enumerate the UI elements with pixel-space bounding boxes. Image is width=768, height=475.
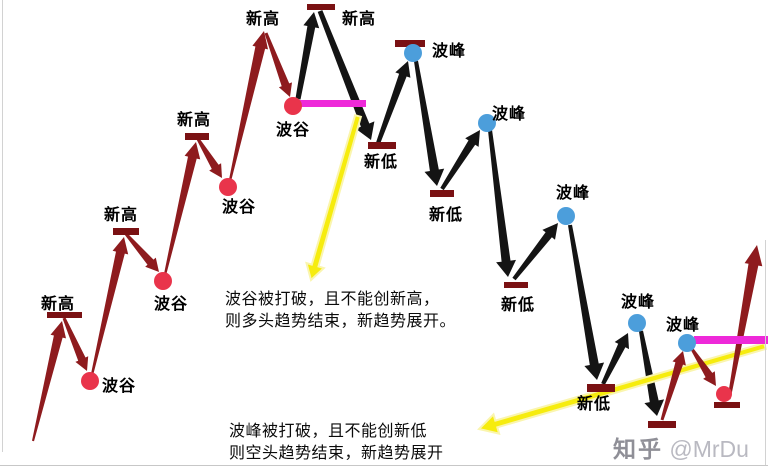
pullback-2-icon (124, 233, 159, 272)
frame-border-right (765, 240, 766, 466)
peak-dot (404, 44, 422, 62)
up-leg-1-icon (32, 321, 66, 442)
bear-note-line-1: 波峰被打破，且不能创新低 (229, 423, 428, 440)
point-label: 波谷 (102, 378, 137, 395)
rally-arrow-2-icon (440, 130, 480, 191)
breakdown-arrow-2-icon (414, 60, 445, 187)
breakdown-arrow-3-icon (488, 129, 516, 277)
high-tick-3 (185, 133, 209, 140)
rally-arrow-3-icon (512, 223, 558, 281)
point-label: 波峰 (666, 317, 701, 334)
point-label: 新低 (364, 154, 399, 171)
trough-dot (716, 386, 732, 402)
point-label: 波谷 (276, 122, 311, 139)
up-leg-2-icon (90, 237, 129, 380)
pullback-1-icon (62, 317, 89, 371)
point-label: 波峰 (556, 185, 591, 202)
peak-dot (678, 334, 696, 352)
breakdown-arrow-5-icon (639, 330, 665, 416)
trough-dot (154, 272, 172, 290)
low-tick-3 (504, 282, 528, 288)
point-label: 波峰 (621, 294, 656, 311)
watermark-brand: 知乎 (613, 436, 663, 462)
trough-level-line (288, 100, 366, 107)
rally-arrow-4-icon (601, 333, 629, 385)
point-label: 波峰 (432, 43, 467, 60)
point-label: 波谷 (154, 296, 189, 313)
pullback-4-icon (264, 32, 292, 97)
up-leg-4-icon (228, 31, 268, 186)
point-label: 新低 (501, 297, 536, 314)
low-tick-4 (587, 384, 615, 392)
breakdown-arrow-1-icon (317, 10, 375, 140)
bear-note-line-2: 则空头趋势结束，新趋势展开 (229, 445, 444, 462)
high-tick-4 (307, 4, 335, 10)
bull-note-line-2: 则多头趋势结束，新趋势展开。 (225, 313, 457, 330)
peak-dot (478, 114, 496, 132)
watermark-user: @MrDu (669, 436, 749, 462)
trough-dot (219, 178, 237, 196)
high-tick-1 (47, 312, 82, 318)
trough-dot (81, 372, 99, 390)
peak-level-line (694, 336, 768, 344)
pullback-3-icon (196, 138, 222, 178)
low-tick-1 (368, 142, 396, 149)
point-label: 新高 (246, 11, 281, 28)
watermark: 知乎 @MrDu (613, 430, 749, 464)
high-tick-2 (113, 228, 139, 235)
point-label: 新高 (104, 207, 139, 224)
point-label: 新高 (41, 296, 76, 313)
higher-low-arrow-icon (690, 348, 716, 386)
low-tick-2 (430, 190, 454, 197)
bear-callout-arrow-icon (477, 341, 768, 435)
peak-tick-1 (395, 40, 425, 47)
recovery-arrow-icon (660, 351, 686, 421)
point-label: 新高 (342, 11, 377, 28)
trough-dot (284, 97, 302, 115)
frame-border-left (2, 0, 3, 452)
peak-dot (628, 314, 646, 332)
bull-trend-end-note: 波谷被打破，且不能创新高， 则多头趋势结束，新趋势展开。 (225, 289, 456, 333)
bull-callout-arrow-icon (305, 113, 363, 282)
point-label: 波谷 (222, 199, 257, 216)
point-label: 新低 (577, 396, 612, 413)
point-label: 波峰 (492, 106, 527, 123)
low-tick-6 (714, 402, 740, 408)
rally-arrow-1-icon (375, 61, 411, 147)
peak-dot (557, 207, 575, 225)
frame-border-bottom (0, 465, 768, 466)
up-leg-3-icon (163, 142, 201, 280)
low-tick-5 (648, 421, 676, 428)
bear-trend-end-note: 波峰被打破，且不能创新低 则空头趋势结束，新趋势展开 (229, 421, 444, 465)
breakdown-arrow-4-icon (568, 224, 605, 380)
last-high-arrow-icon (295, 12, 320, 100)
breakout-arrow-icon (727, 245, 763, 400)
point-label: 新高 (177, 112, 212, 129)
bull-note-line-1: 波谷被打破，且不能创新高， (225, 291, 440, 308)
point-label: 新低 (429, 207, 464, 224)
